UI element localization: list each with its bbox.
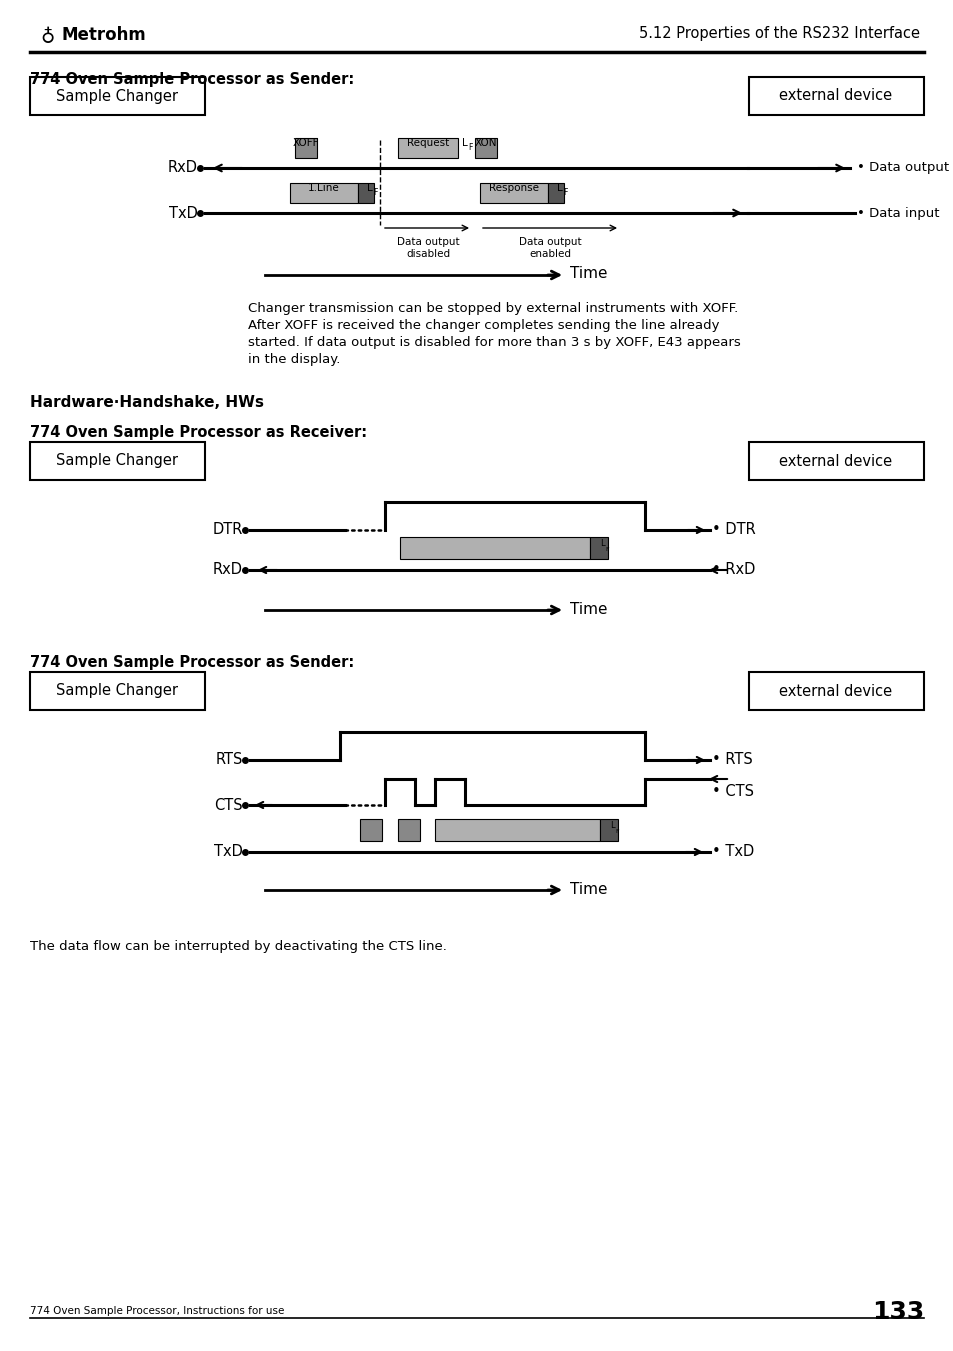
Text: Sample Changer: Sample Changer — [56, 684, 178, 698]
Text: Changer transmission can be stopped by external instruments with XOFF.
After XOF: Changer transmission can be stopped by e… — [248, 303, 740, 366]
Text: Time: Time — [569, 881, 607, 897]
Text: L: L — [367, 182, 373, 193]
Text: F: F — [468, 143, 472, 153]
Text: external device: external device — [779, 684, 892, 698]
Text: Sample Changer: Sample Changer — [56, 89, 178, 104]
Text: Sample Changer: Sample Changer — [56, 454, 178, 469]
Text: • TxD: • TxD — [711, 844, 754, 859]
Bar — [748, 77, 923, 115]
Bar — [30, 671, 205, 711]
Text: ♁: ♁ — [40, 28, 54, 47]
Text: RTS: RTS — [215, 753, 243, 767]
Text: 774 Oven Sample Processor as Receiver:: 774 Oven Sample Processor as Receiver: — [30, 426, 367, 440]
Bar — [599, 819, 618, 842]
Text: DTR: DTR — [213, 523, 243, 538]
Text: Time: Time — [569, 266, 607, 281]
Bar — [30, 77, 205, 115]
Text: XON: XON — [475, 138, 497, 149]
Bar — [290, 182, 357, 203]
Text: L: L — [599, 539, 604, 549]
Text: Request: Request — [406, 138, 449, 149]
Text: • Data input: • Data input — [856, 207, 939, 219]
Text: 133: 133 — [871, 1300, 923, 1324]
Bar — [357, 182, 374, 203]
Bar — [397, 138, 457, 158]
Text: 5.12 Properties of the RS232 Interface: 5.12 Properties of the RS232 Interface — [639, 26, 919, 41]
Text: • RxD: • RxD — [711, 562, 755, 577]
Text: L: L — [461, 138, 467, 149]
Text: • CTS: • CTS — [711, 785, 753, 800]
Text: • DTR: • DTR — [711, 523, 755, 538]
Bar — [435, 819, 599, 842]
Text: Data output
disabled: Data output disabled — [396, 236, 458, 258]
Bar — [399, 536, 589, 559]
Bar — [589, 536, 607, 559]
Text: L: L — [557, 182, 562, 193]
Bar — [475, 138, 497, 158]
Text: Metrohm: Metrohm — [62, 26, 147, 45]
Text: RxD: RxD — [168, 161, 198, 176]
Text: The data flow can be interrupted by deactivating the CTS line.: The data flow can be interrupted by deac… — [30, 940, 446, 952]
Text: 774 Oven Sample Processor as Sender:: 774 Oven Sample Processor as Sender: — [30, 72, 354, 86]
Bar — [748, 671, 923, 711]
Bar — [294, 138, 316, 158]
Bar — [479, 182, 547, 203]
Text: 1.Line: 1.Line — [308, 182, 339, 193]
Bar — [359, 819, 381, 842]
Text: Data output
enabled: Data output enabled — [518, 236, 580, 258]
Text: L: L — [609, 821, 614, 830]
Text: TxD: TxD — [213, 844, 243, 859]
Text: • Data output: • Data output — [856, 162, 948, 174]
Text: Time: Time — [569, 601, 607, 616]
Text: external device: external device — [779, 89, 892, 104]
Text: XOFF: XOFF — [293, 138, 319, 149]
Text: Hardware·Handshake, HWs: Hardware·Handshake, HWs — [30, 394, 264, 409]
Text: CTS: CTS — [214, 797, 243, 812]
Text: F: F — [562, 188, 567, 197]
Text: 774 Oven Sample Processor, Instructions for use: 774 Oven Sample Processor, Instructions … — [30, 1306, 284, 1316]
Text: Response: Response — [489, 182, 538, 193]
Bar — [547, 182, 563, 203]
Text: F: F — [604, 547, 608, 553]
Text: external device: external device — [779, 454, 892, 469]
Text: • RTS: • RTS — [711, 753, 752, 767]
Text: TxD: TxD — [169, 205, 198, 220]
Bar — [748, 442, 923, 480]
Text: 774 Oven Sample Processor as Sender:: 774 Oven Sample Processor as Sender: — [30, 655, 354, 670]
Bar — [30, 442, 205, 480]
Text: F: F — [373, 188, 377, 197]
Bar — [397, 819, 419, 842]
Text: F: F — [615, 830, 618, 834]
Text: RxD: RxD — [213, 562, 243, 577]
